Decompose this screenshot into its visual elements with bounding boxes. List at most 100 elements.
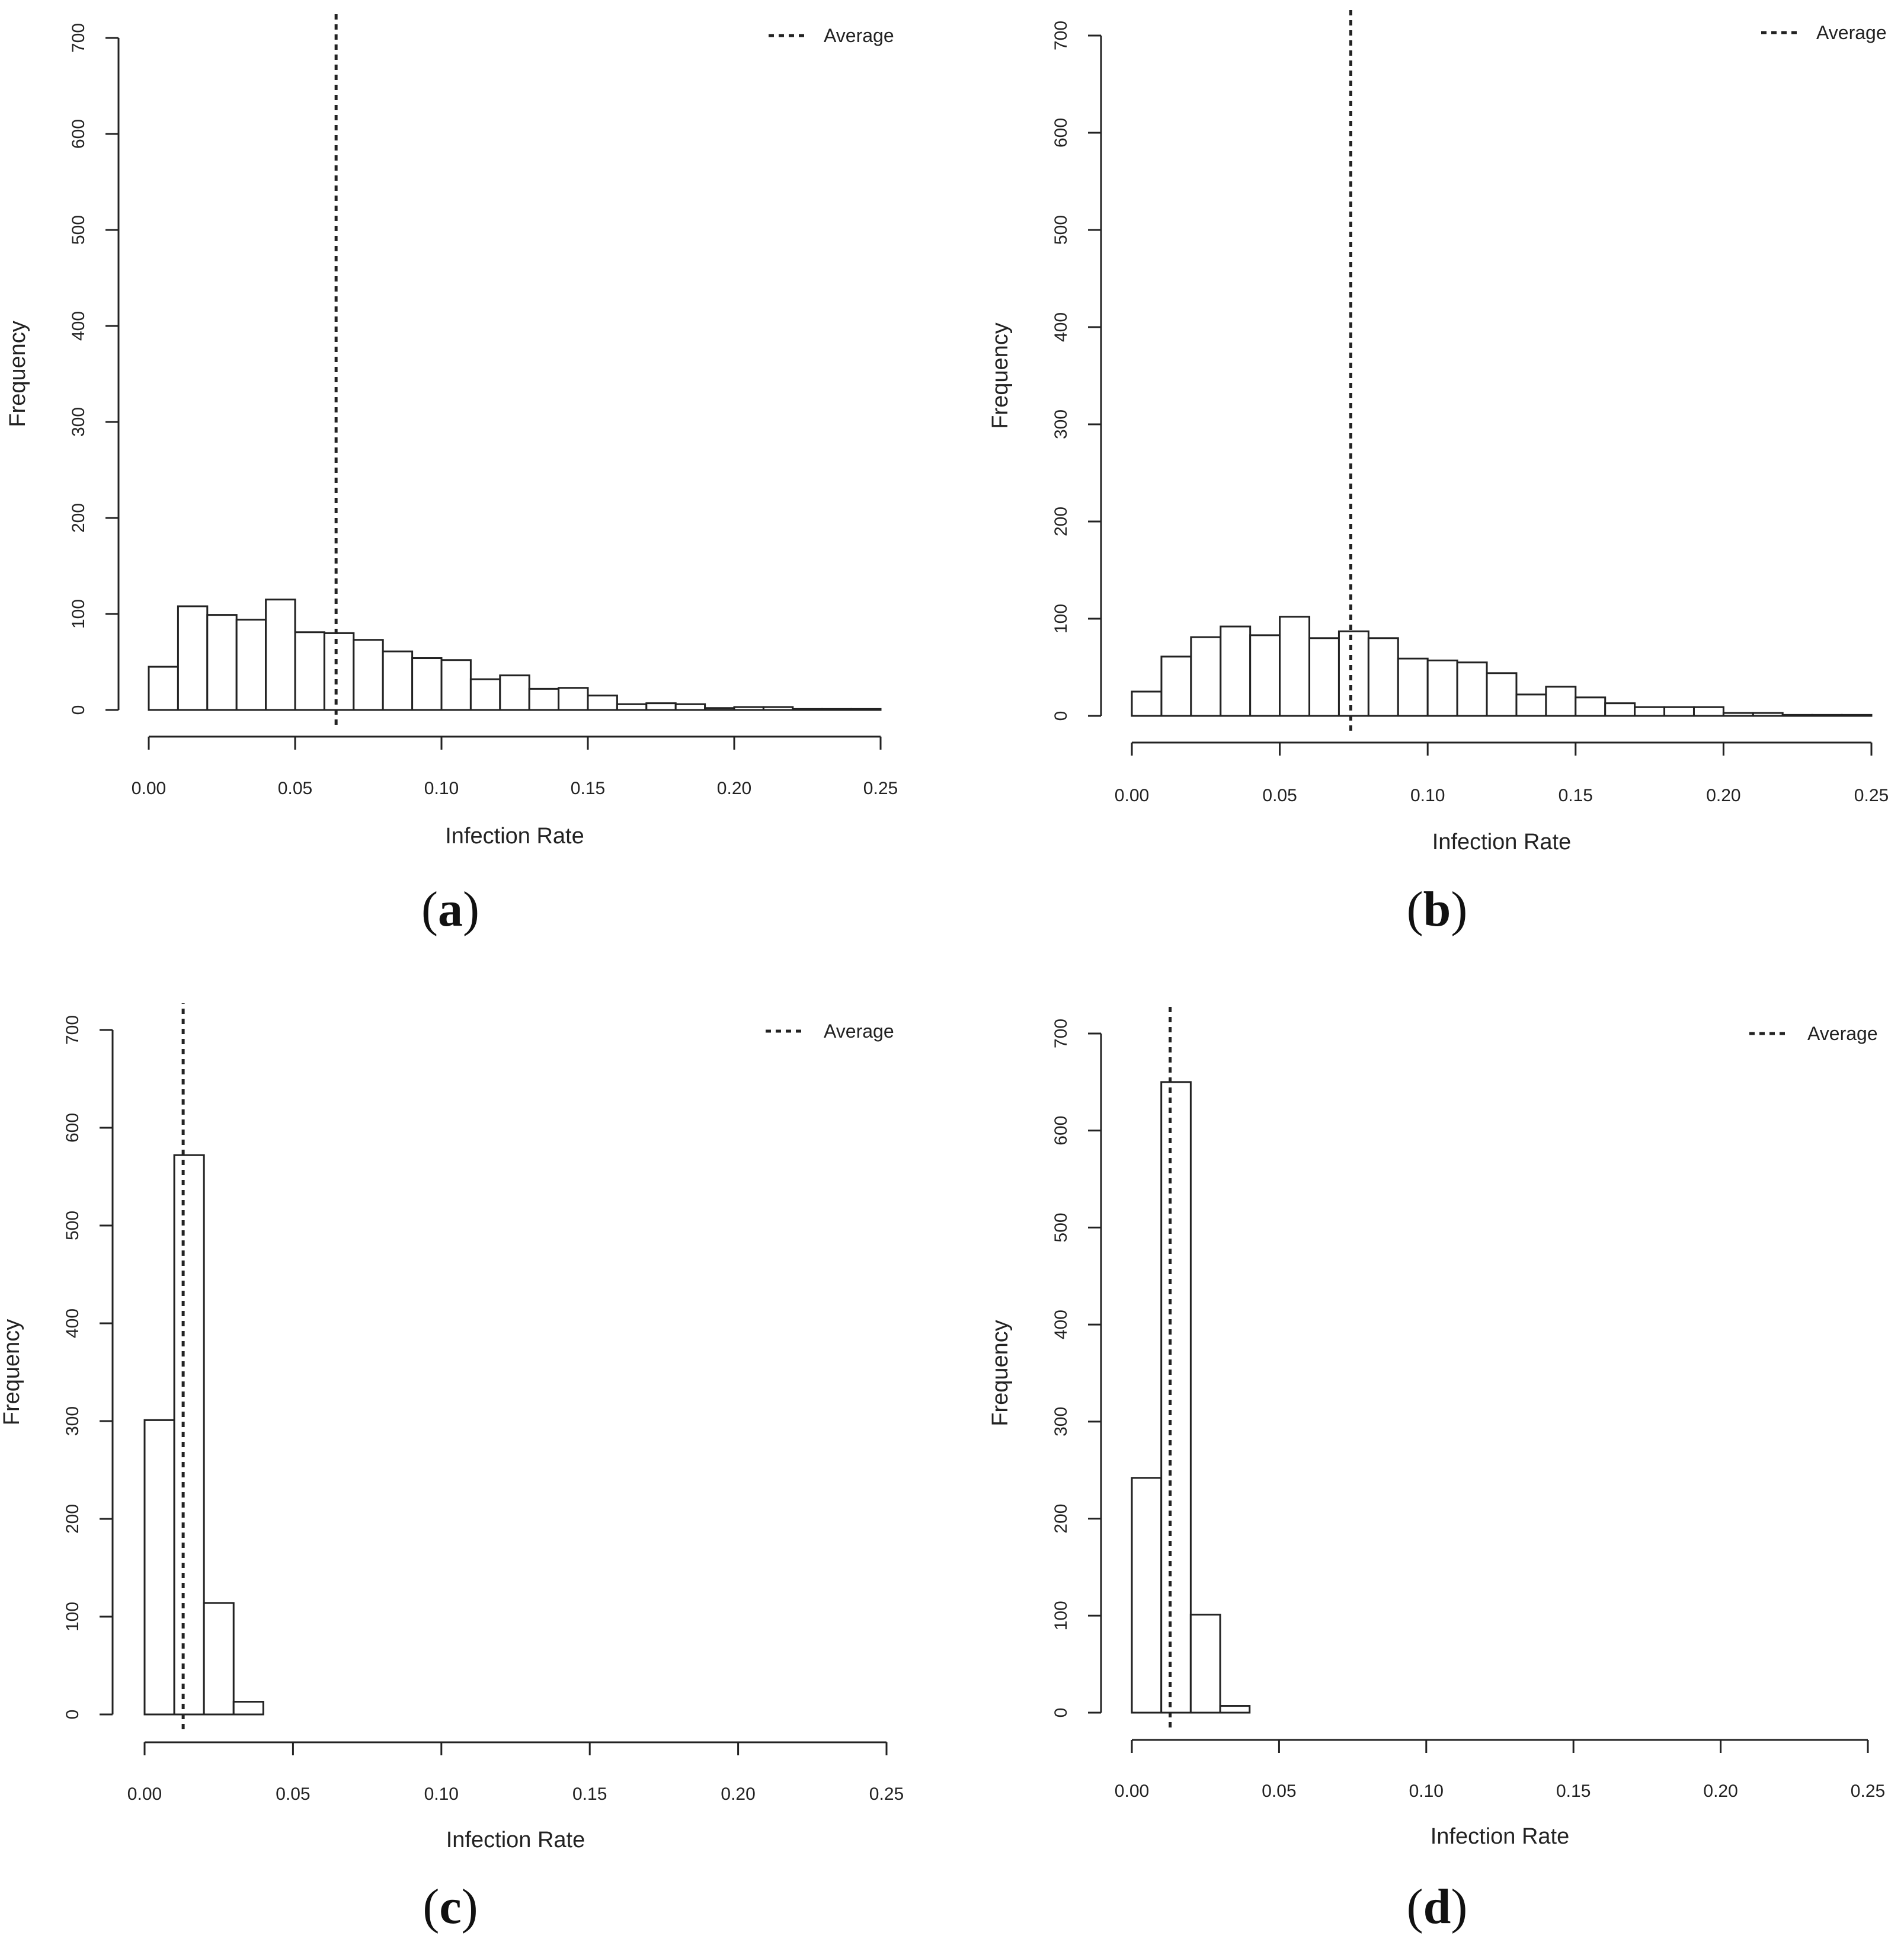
- histogram-panel-d: 0 100 200 300 400 500 600 700 0.00 0.05 0.10 0.15 0.…: [988, 1007, 1885, 1934]
- y-tick-label: 200: [63, 1504, 82, 1534]
- histogram-bar: [1752, 712, 1784, 717]
- x-tick-label: 0.00: [1115, 1781, 1149, 1801]
- histogram-bar: [353, 639, 384, 711]
- histogram-bar: [850, 708, 882, 711]
- x-tick-label: 0.20: [1703, 1781, 1737, 1801]
- y-tick-label: 500: [63, 1211, 82, 1240]
- y-tick-label: 400: [69, 311, 88, 341]
- histogram-bar: [762, 706, 794, 711]
- y-tick-label: 400: [1051, 312, 1071, 342]
- y-axis-title: Frequency: [5, 321, 30, 427]
- y-tick-label: 100: [63, 1602, 82, 1631]
- y-tick-label: 400: [63, 1308, 82, 1338]
- y-tick-label: 200: [69, 503, 88, 533]
- histogram-bar: [1515, 693, 1547, 717]
- histogram-bar: [235, 619, 267, 711]
- legend-average-label: Average: [824, 1020, 894, 1042]
- x-tick-label: 0.25: [1851, 1781, 1885, 1801]
- x-tick-label: 0.05: [276, 1784, 310, 1804]
- x-tick-label: 0.15: [571, 779, 605, 798]
- y-tick-label: 500: [1051, 215, 1071, 245]
- x-tick-label: 0.25: [1854, 786, 1889, 805]
- y-tick-label: 200: [1051, 1504, 1071, 1534]
- histogram-bar: [616, 703, 648, 711]
- histogram-bar: [1337, 630, 1369, 717]
- histogram-bar: [1841, 714, 1873, 717]
- x-tick-label: 0.10: [424, 1784, 459, 1804]
- y-axis-title: Frequency: [0, 1319, 24, 1426]
- legend-average-label: Average: [1816, 22, 1887, 43]
- y-tick-label: 600: [1051, 118, 1071, 148]
- histogram-bar: [587, 695, 618, 711]
- histogram-bar: [294, 631, 325, 711]
- y-tick-label: 500: [1051, 1212, 1071, 1242]
- y-tick-label: 300: [1051, 1407, 1071, 1436]
- y-tick-label: 600: [69, 119, 88, 149]
- histogram-panel-b: 0 100 200 300 400 500 600 700 0.00 0.05 0.10 0.15 0.…: [988, 9, 1889, 937]
- y-tick-label: 700: [63, 1015, 82, 1045]
- panel-label-close-paren: ): [462, 1879, 478, 1934]
- histogram-bar: [1722, 712, 1754, 717]
- y-tick-label: 100: [69, 599, 88, 629]
- panel-label-open-paren: (: [1407, 882, 1423, 937]
- histogram-bar: [1190, 636, 1222, 717]
- panel-label-letter: b: [1423, 882, 1451, 937]
- histogram-bar: [792, 708, 823, 711]
- histogram-bar: [733, 706, 764, 711]
- x-tick-label: 0.00: [1115, 786, 1149, 805]
- y-tick-label: 600: [1051, 1116, 1071, 1146]
- histogram-bar: [1604, 702, 1636, 717]
- y-tick-label: 0: [1051, 711, 1071, 721]
- histogram-bar: [232, 1701, 264, 1716]
- y-tick-label: 100: [1051, 1601, 1071, 1630]
- panel-label-close-paren: ): [1451, 882, 1467, 937]
- x-tick-label: 0.00: [132, 779, 166, 798]
- panel-label-close-paren: ): [1451, 1879, 1467, 1934]
- x-tick-label: 0.00: [127, 1784, 162, 1804]
- y-tick-label: 0: [63, 1710, 82, 1720]
- histogram-bar: [469, 678, 501, 711]
- legend-average-label: Average: [1807, 1023, 1878, 1044]
- y-tick-label: 700: [69, 23, 88, 53]
- x-tick-label: 0.15: [1556, 1781, 1591, 1801]
- histogram-bar: [1634, 706, 1666, 717]
- histogram-bar: [440, 659, 472, 711]
- y-tick-label: 100: [1051, 604, 1071, 634]
- histogram-bar: [323, 632, 355, 711]
- x-tick-label: 0.20: [1706, 786, 1740, 805]
- panel-label: (b): [1407, 882, 1468, 937]
- panel-label-letter: d: [1423, 1879, 1451, 1934]
- x-axis-title: Infection Rate: [445, 824, 584, 849]
- x-tick-label: 0.10: [424, 779, 459, 798]
- x-tick-label: 0.05: [1262, 786, 1297, 805]
- x-axis-title: Infection Rate: [1431, 1824, 1569, 1849]
- y-tick-label: 300: [69, 407, 88, 437]
- y-tick-label: 500: [69, 215, 88, 245]
- y-axis-title: Frequency: [988, 322, 1013, 429]
- y-tick-label: 300: [1051, 409, 1071, 439]
- histogram-bar: [177, 605, 209, 711]
- y-tick-label: 700: [1051, 21, 1071, 50]
- x-tick-label: 0.20: [721, 1784, 755, 1804]
- histogram-bar: [1545, 686, 1577, 717]
- histogram-bar: [143, 1419, 175, 1716]
- histogram-bar: [499, 674, 530, 711]
- x-tick-label: 0.10: [1409, 1781, 1444, 1801]
- y-tick-label: 200: [1051, 507, 1071, 536]
- x-tick-label: 0.15: [1559, 786, 1593, 805]
- x-tick-label: 0.25: [863, 779, 898, 798]
- histogram-bar: [148, 666, 179, 711]
- histogram-bar: [1160, 655, 1192, 717]
- histogram-bar: [173, 1154, 205, 1716]
- histogram-bar: [203, 1602, 235, 1716]
- histogram-bar: [1486, 672, 1518, 717]
- histogram-bar: [1189, 1614, 1221, 1714]
- histogram-bar: [411, 657, 443, 711]
- histogram-bar: [1397, 657, 1429, 717]
- histogram-bar: [1426, 660, 1458, 717]
- histogram-bar: [645, 702, 677, 711]
- x-tick-label: 0.05: [1262, 1781, 1296, 1801]
- x-tick-label: 0.15: [572, 1784, 607, 1804]
- panel-label-open-paren: (: [421, 882, 438, 937]
